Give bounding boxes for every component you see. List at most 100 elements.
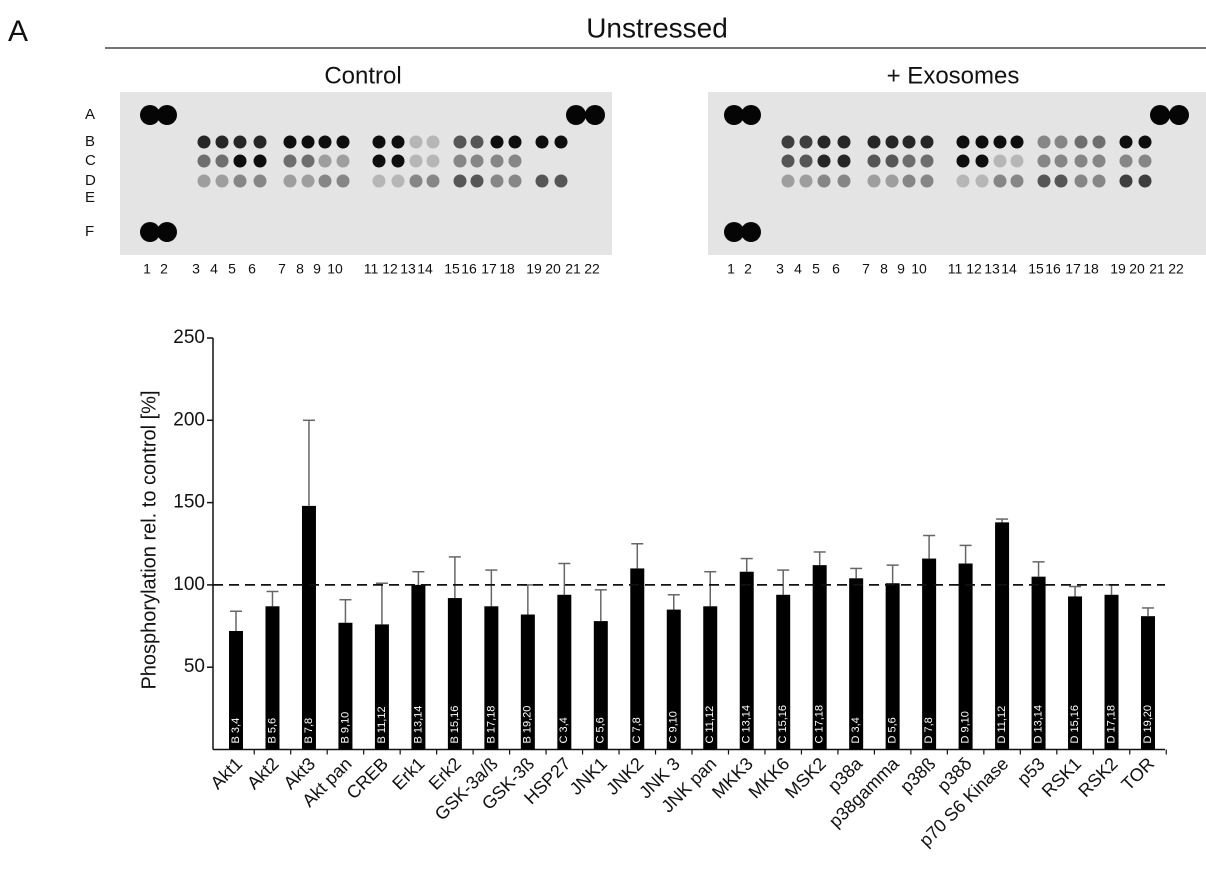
- bar-label: D 13,14: [1032, 705, 1044, 744]
- blot-spot: [234, 175, 247, 188]
- blot-spot: [976, 136, 989, 149]
- blot-spot: [337, 136, 350, 149]
- blot-background: [120, 92, 612, 255]
- blot-column-label: 4: [794, 261, 802, 277]
- figure: A Unstressed Control + Exosomes Phosphor…: [0, 0, 1206, 877]
- blot-column-label: 10: [911, 261, 927, 277]
- blot-spot: [1093, 155, 1106, 168]
- blot-column-label: 22: [584, 261, 600, 277]
- blot-spot: [427, 155, 440, 168]
- blot-row-label: E: [85, 189, 95, 206]
- blot-spot: [454, 136, 467, 149]
- blot-spot: [903, 175, 916, 188]
- blot-column-label: 12: [966, 261, 982, 277]
- blot-column-label: 19: [526, 261, 542, 277]
- bar-label: C 3,4: [558, 717, 570, 743]
- blot-spot: [886, 136, 899, 149]
- blot-spot: [1055, 175, 1068, 188]
- blot-column-label: 20: [545, 261, 561, 277]
- blot-spot: [1150, 105, 1170, 125]
- blot-spot: [234, 136, 247, 149]
- blot-spot: [838, 175, 851, 188]
- blot-title: Control: [324, 62, 401, 89]
- blot-column-label: 11: [948, 261, 963, 277]
- bar-label: B 5,6: [266, 718, 278, 744]
- bar-label: C 11,12: [704, 706, 716, 744]
- blot-background: [708, 92, 1206, 255]
- blot-spot: [868, 136, 881, 149]
- blot-spot: [1139, 136, 1152, 149]
- blot-column-label: 14: [1001, 261, 1017, 277]
- x-tick-label: MSK2: [781, 754, 830, 803]
- blot-spot: [800, 155, 813, 168]
- blot-column-label: 13: [984, 261, 1000, 277]
- blot-column-label: 22: [1168, 261, 1184, 277]
- blot-spot: [957, 175, 970, 188]
- blot-spot: [868, 155, 881, 168]
- blot-spot: [471, 136, 484, 149]
- blot-spot: [1038, 175, 1051, 188]
- blot-column-label: 21: [1149, 261, 1165, 277]
- blot-spot: [886, 155, 899, 168]
- blot-spot: [585, 105, 605, 125]
- blot-column-label: 1: [143, 261, 151, 277]
- x-tick-label: MKK3: [708, 754, 757, 803]
- blot-spot: [1139, 155, 1152, 168]
- blot-column-label: 13: [400, 261, 416, 277]
- blot-spot: [903, 155, 916, 168]
- blot-column-label: 6: [832, 261, 840, 277]
- blot-column-label: 18: [499, 261, 515, 277]
- blot-spot: [536, 136, 549, 149]
- blot-spot: [818, 136, 831, 149]
- blot-spot: [800, 136, 813, 149]
- blot-spot: [1075, 155, 1088, 168]
- blot-column-label: 10: [327, 261, 343, 277]
- blot-spot: [427, 175, 440, 188]
- blot-spot: [410, 136, 423, 149]
- blot-spot: [957, 155, 970, 168]
- blot-spot: [198, 155, 211, 168]
- blot-column-label: 21: [565, 261, 581, 277]
- blot-spot: [1038, 136, 1051, 149]
- blot-spot: [198, 175, 211, 188]
- blot-spot: [818, 155, 831, 168]
- blot-column-label: 9: [313, 261, 321, 277]
- blot-column-label: 7: [862, 261, 870, 277]
- blot-spot: [994, 175, 1007, 188]
- blot-column-label: 19: [1110, 261, 1126, 277]
- blot-spot: [471, 175, 484, 188]
- bar-label: B 3,4: [230, 718, 242, 744]
- y-tick-label: 50: [184, 656, 205, 677]
- blot-spot: [555, 136, 568, 149]
- blot-spot: [373, 136, 386, 149]
- blot-spot: [976, 155, 989, 168]
- blot-title: + Exosomes: [887, 62, 1020, 89]
- blot-column-label: 16: [1045, 261, 1061, 277]
- blot-spot: [254, 155, 267, 168]
- blot-spot: [410, 155, 423, 168]
- x-tick-label: TOR: [1117, 754, 1158, 795]
- x-tick-label: Erk1: [388, 754, 428, 794]
- blot-spot: [886, 175, 899, 188]
- blot-spot: [216, 155, 229, 168]
- blot-column-label: 2: [160, 261, 168, 277]
- figure-title: Unstressed: [586, 12, 728, 43]
- blot-spot: [903, 136, 916, 149]
- blot-spot: [921, 155, 934, 168]
- blot-row-label: F: [85, 223, 94, 240]
- blot-spot: [1075, 175, 1088, 188]
- blot-column-label: 17: [481, 261, 497, 277]
- bar-label: B 7,8: [303, 718, 315, 744]
- y-axis-label: Phosphorylation rel. to control [%]: [138, 390, 160, 689]
- bar-label: C 17,18: [814, 705, 826, 744]
- blot-spot: [1038, 155, 1051, 168]
- blot-spot: [800, 175, 813, 188]
- blot-spot: [741, 222, 761, 242]
- bar-label: D 17,18: [1105, 705, 1117, 744]
- blot-spot: [1120, 136, 1133, 149]
- blot-spot: [337, 175, 350, 188]
- x-tick-label: Akt1: [207, 754, 247, 794]
- blot-row-label: C: [85, 152, 96, 169]
- blot-spot: [1011, 136, 1024, 149]
- bar: [302, 506, 316, 750]
